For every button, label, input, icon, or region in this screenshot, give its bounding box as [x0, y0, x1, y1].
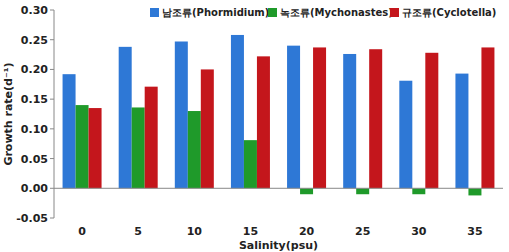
legend-label: 녹조류(Mychonastes) — [280, 7, 393, 18]
bar — [76, 105, 89, 188]
bar — [412, 188, 425, 194]
x-tick-label: 30 — [411, 225, 427, 238]
bar — [468, 188, 481, 195]
y-axis — [54, 10, 55, 218]
bar — [356, 188, 369, 194]
bar — [300, 188, 313, 194]
bar — [455, 74, 468, 189]
y-axis-label: Growth rate(d⁻¹) — [2, 62, 15, 165]
y-tick — [50, 218, 54, 219]
bar — [425, 53, 438, 188]
bar — [201, 69, 214, 188]
bar — [313, 47, 326, 188]
legend-swatch — [390, 8, 399, 17]
x-tick-label: 5 — [134, 225, 142, 238]
bar — [89, 108, 102, 188]
bar — [257, 56, 270, 188]
bar — [63, 74, 76, 188]
bar — [119, 47, 132, 188]
bar — [231, 35, 244, 188]
legend-swatch — [268, 8, 277, 17]
y-tick — [50, 188, 54, 189]
bar — [188, 111, 201, 188]
bar — [287, 46, 300, 189]
y-tick — [50, 39, 54, 40]
y-tick-label: 0.00 — [21, 182, 48, 195]
y-tick-label: 0.05 — [21, 153, 48, 166]
y-tick — [50, 69, 54, 70]
legend-swatch — [150, 8, 159, 17]
y-tick — [50, 158, 54, 159]
bar — [343, 54, 356, 188]
legend-label: 규조류(Cyclotella) — [402, 7, 496, 18]
x-tick-label: 15 — [243, 225, 258, 238]
x-tick-label: 10 — [187, 225, 203, 238]
bar — [132, 107, 145, 188]
y-tick-label: 0.25 — [21, 34, 48, 47]
y-tick-label: 0.15 — [21, 93, 48, 106]
y-tick — [50, 128, 54, 129]
y-tick-label: 0.20 — [21, 63, 48, 76]
bar — [145, 87, 158, 189]
legend-label: 남조류(Phormidium) — [162, 7, 269, 18]
x-tick-label: 25 — [355, 225, 370, 238]
bar — [175, 41, 188, 188]
bar — [481, 47, 494, 188]
chart: -0.05 0.00 0.05 0.10 0.15 0.20 0.25 0.30 0 5 10 15 2… — [0, 0, 509, 252]
y-tick — [50, 10, 54, 11]
bar — [369, 49, 382, 188]
x-tick-label: 20 — [299, 225, 315, 238]
y-tick — [50, 99, 54, 100]
bar — [244, 140, 257, 188]
y-tick-label: 0.10 — [21, 123, 48, 136]
bar — [399, 81, 412, 189]
bars — [63, 35, 495, 195]
x-axis — [54, 188, 503, 189]
y-tick-label: -0.05 — [16, 212, 48, 225]
y-tick-label: 0.30 — [21, 4, 48, 17]
x-tick-label: 0 — [78, 225, 86, 238]
x-tick-label: 35 — [467, 225, 482, 238]
x-axis-label: Salinity(psu) — [239, 239, 318, 252]
